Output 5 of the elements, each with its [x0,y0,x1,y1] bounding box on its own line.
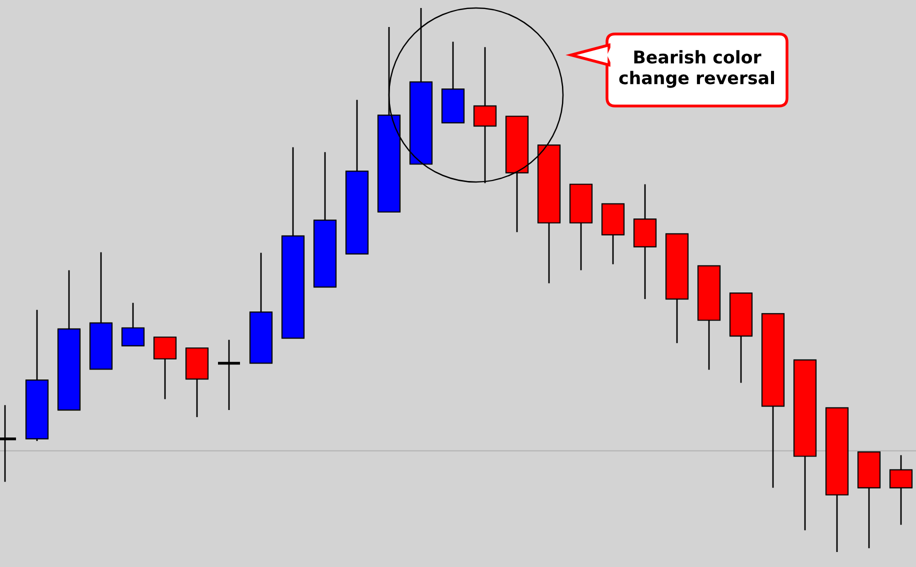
candlestick [121,302,145,347]
candlestick [216,339,242,411]
candlestick [889,454,913,526]
candlestick [153,336,177,400]
annotation: Bearish color change reversal [619,50,774,88]
